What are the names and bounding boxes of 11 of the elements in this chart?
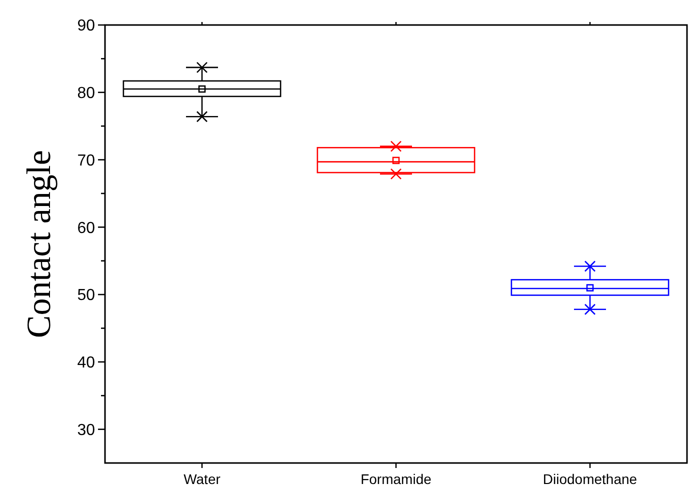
y-tick-label: 60 [77, 220, 96, 237]
y-tick-label: 30 [77, 422, 96, 439]
y-tick-label: 80 [77, 84, 96, 102]
y-tick-label: 70 [77, 152, 96, 170]
x-tick-label: Formamide [360, 471, 432, 487]
y-tick-label: 50 [77, 287, 96, 304]
y-tick-label: 40 [77, 354, 96, 372]
x-tick-label: Diiodomethane [542, 471, 638, 487]
x-tick-label: Water [184, 471, 221, 487]
y-tick-label: 90 [77, 18, 96, 35]
y-axis-title: Contact angle [21, 150, 58, 338]
